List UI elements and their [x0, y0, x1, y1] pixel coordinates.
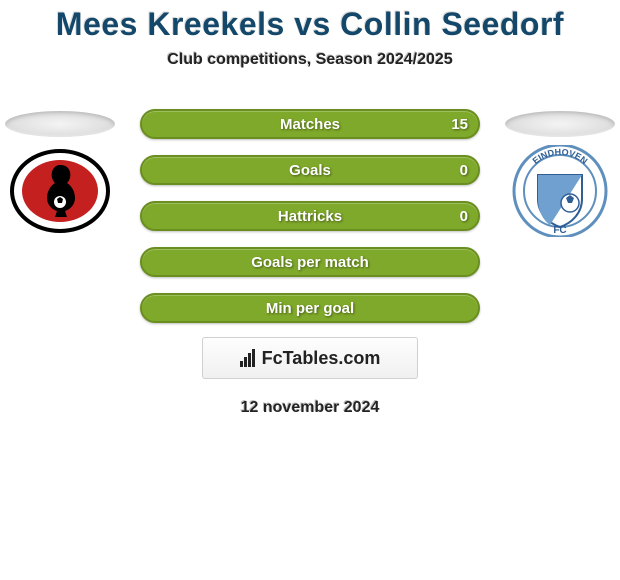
stats-list: Matches 15 Goals 0 Hattricks 0 Goals per match…: [140, 109, 480, 339]
date-line: 12 november 2024: [0, 399, 620, 417]
stat-right-value: 0: [460, 162, 468, 179]
stat-right-value: 0: [460, 208, 468, 225]
content-area: EINDHOVEN FC Matches15Goals0Hattricks0Go…: [0, 97, 620, 327]
stat-row-hattricks: Hattricks 0: [140, 201, 480, 231]
stat-label: Goals per match: [251, 254, 369, 271]
right-crest: EINDHOVEN FC: [510, 149, 610, 233]
left-crest: [10, 149, 110, 233]
watermark-box: FcTables.com: [202, 337, 418, 379]
left-avatar-placeholder: [5, 111, 115, 137]
right-player-column: EINDHOVEN FC: [500, 97, 620, 233]
right-avatar-placeholder: [505, 111, 615, 137]
stat-label: Goals: [289, 162, 331, 179]
watermark-text: FcTables.com: [262, 348, 381, 369]
subtitle: Club competitions, Season 2024/2025: [0, 51, 620, 69]
stat-row-goals_per_match: Goals per match: [140, 247, 480, 277]
page-title: Mees Kreekels vs Collin Seedorf: [0, 0, 620, 43]
stat-label: Min per goal: [266, 300, 354, 317]
stat-row-min_per_goal: Min per goal: [140, 293, 480, 323]
eindhoven-crest-icon: EINDHOVEN FC: [510, 145, 610, 237]
comparison-card: Mees Kreekels vs Collin Seedorf Club com…: [0, 0, 620, 450]
stat-row-matches: Matches 15: [140, 109, 480, 139]
stat-label: Hattricks: [278, 208, 342, 225]
bars-icon: [240, 349, 256, 367]
helmond-crest-icon: [10, 149, 110, 233]
left-player-column: [0, 97, 120, 233]
stat-right-value: 15: [451, 116, 468, 133]
stat-label: Matches: [280, 116, 340, 133]
stat-row-goals: Goals 0: [140, 155, 480, 185]
